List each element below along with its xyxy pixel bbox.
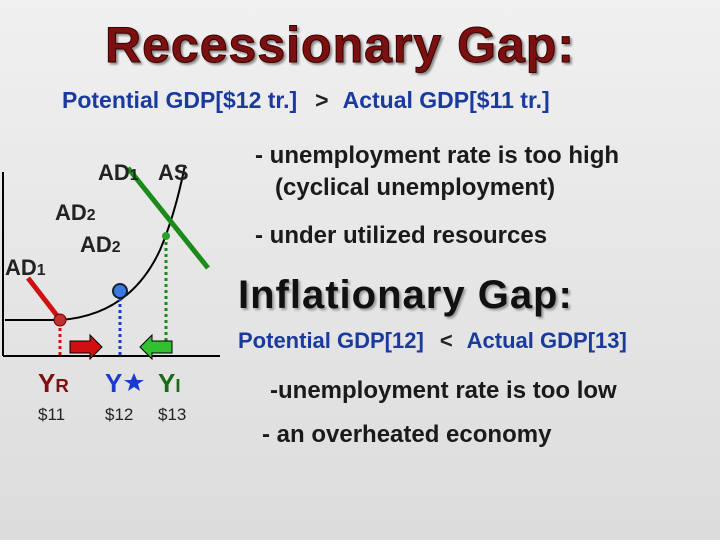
label-base: Y: [158, 368, 175, 398]
bullet: - unemployment rate is too high: [255, 142, 619, 169]
label-sub: R: [55, 375, 69, 396]
point: [53, 313, 67, 327]
label-sub: I: [175, 375, 180, 396]
arrow-left: [139, 333, 173, 361]
label-base: AD: [5, 255, 37, 280]
curve-label: Y: [105, 368, 122, 398]
inflationary-title: Inflationary Gap:: [238, 273, 573, 317]
label-sub: 1: [130, 167, 139, 184]
ad2-line: [126, 166, 210, 270]
label-base: AD: [80, 232, 112, 257]
star: [124, 373, 144, 391]
label-sub: 1: [37, 262, 46, 279]
output-value: $11: [38, 405, 65, 424]
label-sub: 2: [87, 207, 96, 224]
label-base: AS: [158, 160, 189, 185]
bullet: (cyclical unemployment): [275, 174, 555, 201]
label-base: Y: [105, 368, 122, 398]
point: [112, 283, 128, 299]
title: Recessionary Gap:: [105, 17, 575, 73]
curve-label: AD2: [80, 232, 121, 257]
curve-label: YI: [158, 368, 181, 398]
curve-label: AD2: [55, 200, 96, 225]
subtitle: Potential GDP[$12 tr.] > Actual GDP[$11 tr…: [62, 87, 550, 113]
bullet: - an overheated economy: [262, 421, 552, 448]
curve-label: AD1: [5, 255, 46, 280]
bullet: -unemployment rate is too low: [270, 377, 617, 404]
as-curve: [5, 164, 186, 321]
inflationary-comparison: Potential GDP[12] < Actual GDP[13]: [238, 328, 627, 353]
arrow-right: [69, 333, 103, 361]
bullet: - under utilized resources: [255, 222, 547, 249]
output-value: $13: [158, 405, 186, 424]
point: [162, 232, 170, 240]
curve-label: AD1: [98, 160, 139, 185]
output-value: $12: [105, 405, 133, 424]
curve-label: AS: [158, 160, 189, 185]
curve-label: YR: [38, 368, 69, 398]
label-base: AD: [98, 160, 130, 185]
label-sub: 2: [112, 239, 121, 256]
label-base: Y: [38, 368, 55, 398]
graph: [2, 164, 220, 391]
label-base: AD: [55, 200, 87, 225]
